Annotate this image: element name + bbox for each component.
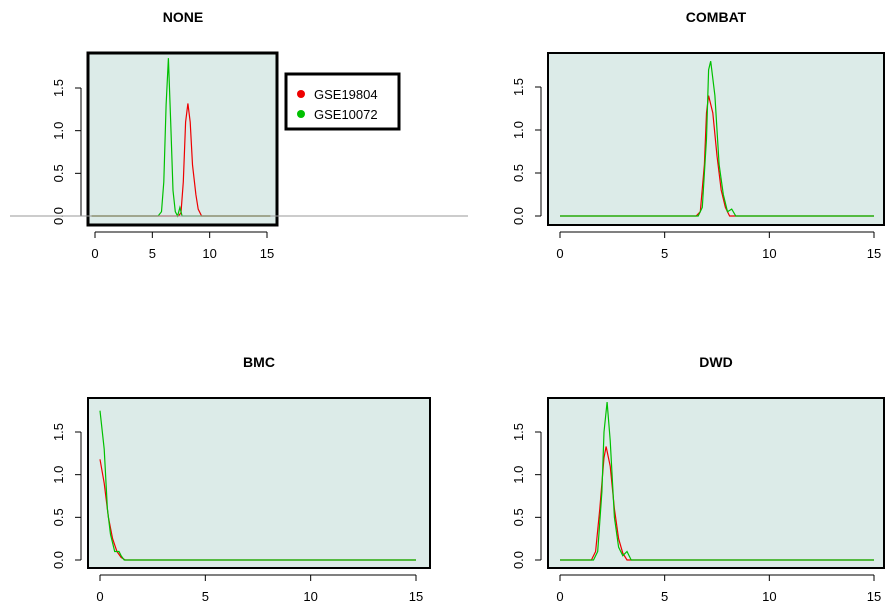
y-tick-label: 1.5 — [51, 79, 66, 97]
x-tick-label: 5 — [202, 589, 209, 604]
x-tick-label: 10 — [762, 246, 776, 261]
x-tick-label: 5 — [661, 246, 668, 261]
plot-frame — [547, 52, 885, 226]
series-line-gse10072 — [560, 61, 874, 217]
series-group — [91, 58, 271, 218]
x-tick-label: 5 — [661, 589, 668, 604]
y-tick-label: 1.5 — [511, 78, 526, 96]
y-tick-label: 1.0 — [51, 466, 66, 484]
x-tick-label: 5 — [149, 246, 156, 261]
plot-background — [548, 53, 884, 225]
series-group — [560, 402, 874, 561]
series-line-gse10072 — [99, 410, 416, 561]
legend-marker — [297, 110, 305, 118]
plot-frame — [547, 397, 885, 569]
y-tick-label: 0.5 — [51, 164, 66, 182]
y-tick-label: 1.0 — [511, 121, 526, 139]
x-tick-label: 0 — [556, 246, 563, 261]
x-tick-label: 15 — [867, 589, 881, 604]
panel-title: NONE — [163, 9, 203, 25]
legend-marker — [297, 90, 305, 98]
x-tick-label: 10 — [762, 589, 776, 604]
y-tick-label: 1.5 — [511, 423, 526, 441]
x-tick-label: 0 — [96, 589, 103, 604]
y-tick-label: 1.5 — [51, 423, 66, 441]
panel-title: BMC — [243, 354, 275, 370]
series-line-gse10072 — [91, 58, 271, 218]
x-tick-label: 10 — [202, 246, 216, 261]
y-tick-label: 0.5 — [51, 508, 66, 526]
y-tick-label: 1.0 — [511, 466, 526, 484]
series-group — [560, 61, 874, 217]
y-tick-label: 0.0 — [51, 551, 66, 569]
series-line-gse10072 — [560, 402, 874, 561]
x-tick-label: 0 — [91, 246, 98, 261]
panel-title: DWD — [699, 354, 732, 370]
x-tick-label: 15 — [409, 589, 423, 604]
x-tick-label: 0 — [556, 589, 563, 604]
x-tick-label: 15 — [260, 246, 274, 261]
series-group — [99, 410, 416, 561]
y-tick-label: 0.0 — [511, 551, 526, 569]
plot-frame — [87, 397, 431, 569]
legend-label: GSE10072 — [314, 107, 378, 122]
y-tick-label: 0.5 — [511, 164, 526, 182]
y-tick-label: 0.0 — [511, 207, 526, 225]
legend-label: GSE19804 — [314, 87, 378, 102]
panel-title: COMBAT — [686, 9, 747, 25]
legend: GSE19804 GSE10072 — [284, 72, 401, 131]
x-tick-label: 10 — [303, 589, 317, 604]
panel-combat: COMBAT 0 5 10 15 0.0 0.5 1.0 1.5 — [511, 9, 885, 261]
plot-background — [88, 398, 430, 568]
plot-frame — [86, 51, 279, 227]
panel-dwd: DWD 0 5 10 15 0.0 0.5 1.0 1.5 — [511, 354, 885, 604]
y-tick-label: 0.5 — [511, 508, 526, 526]
series-line-gse19804 — [91, 103, 271, 217]
x-tick-label: 15 — [867, 246, 881, 261]
legend-box — [284, 72, 401, 131]
panel-bmc: BMC 0 5 10 15 0.0 0.5 1.0 1.5 — [51, 354, 431, 604]
y-tick-label: 1.0 — [51, 122, 66, 140]
